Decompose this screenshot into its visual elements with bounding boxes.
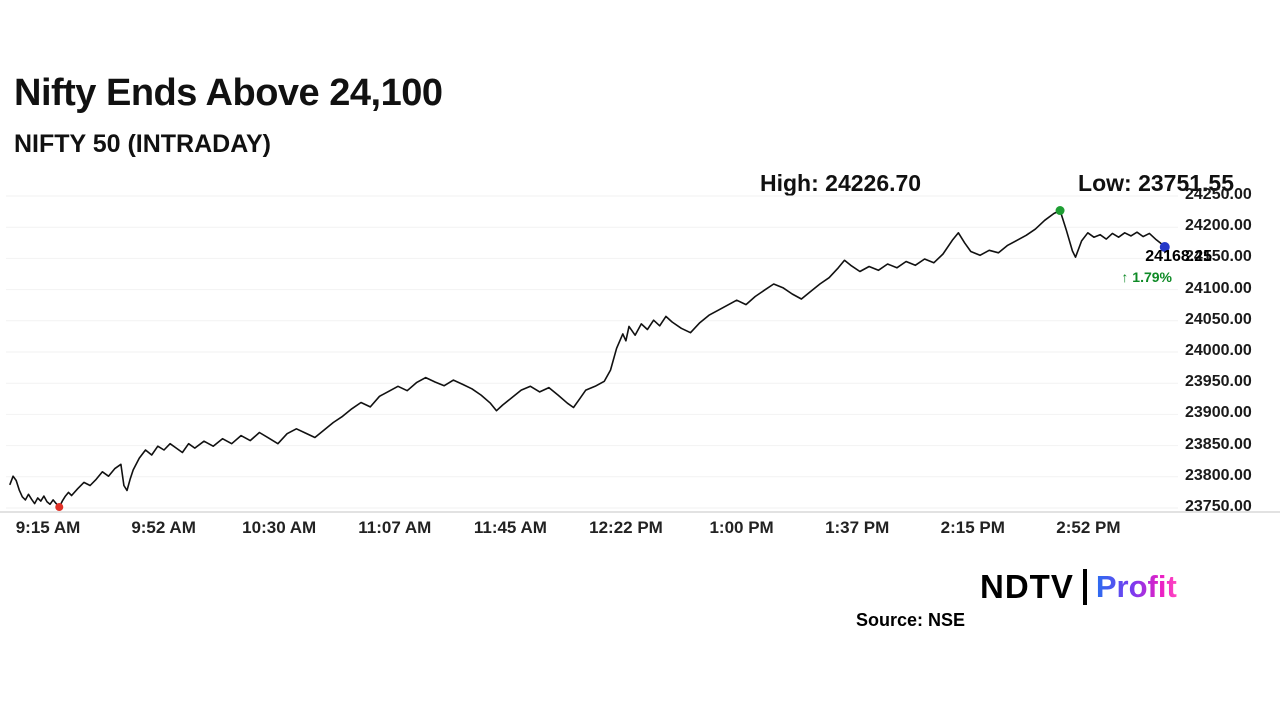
source-attribution: Source: NSE — [856, 610, 966, 630]
profit-wordmark: Profit — [1095, 569, 1177, 604]
price-line — [9, 209, 1166, 508]
logo-divider-bar — [1082, 569, 1087, 605]
x-axis-tick-label: 9:15 AM — [15, 518, 81, 537]
high-value-label: High: 24226.70 — [760, 170, 922, 196]
chart-subtitle: NIFTY 50 (INTRADAY) — [14, 130, 271, 158]
x-axis-tick-label: 11:45 AM — [473, 518, 547, 537]
y-axis-tick-label: 23950.00 — [1185, 373, 1252, 391]
x-axis-tick-label: 2:15 PM — [940, 518, 1005, 537]
ndtv-profit-logo: NDTV Profit — [980, 568, 1177, 606]
y-axis-tick-label: 23800.00 — [1185, 466, 1252, 484]
y-axis-tick-label: 24000.00 — [1185, 342, 1252, 359]
x-axis-tick-label: 11:07 AM — [358, 518, 432, 537]
last-marker — [1159, 242, 1170, 253]
high-marker — [1055, 206, 1065, 216]
last-price-label: 24168.25 — [1145, 248, 1212, 265]
low-marker — [55, 503, 64, 512]
y-axis-tick-label: 23750.00 — [1185, 498, 1252, 515]
y-axis-tick-label: 23900.00 — [1185, 404, 1252, 422]
y-axis-tick-label: 24050.00 — [1185, 310, 1252, 328]
high-low-row: High: 24226.70 Low: 23751.55 — [760, 170, 1234, 197]
x-axis-tick-label: 2:52 PM — [1056, 518, 1121, 537]
y-axis-tick-label: 24200.00 — [1185, 217, 1252, 235]
x-axis-tick-label: 10:30 AM — [242, 518, 317, 537]
low-value-label: Low: 23751.55 — [1078, 170, 1234, 196]
x-axis-tick-label: 9:52 AM — [131, 518, 196, 537]
y-axis-tick-label: 24150.00 — [1185, 248, 1252, 266]
ndtv-wordmark: NDTV — [980, 568, 1074, 605]
page-title: Nifty Ends Above 24,100 — [14, 72, 443, 114]
x-axis-tick-label: 1:37 PM — [825, 518, 890, 537]
change-percent-label: ↑ 1.79% — [1121, 269, 1172, 285]
y-axis-tick-label: 23850.00 — [1185, 435, 1252, 453]
x-axis-tick-label: 12:22 PM — [589, 518, 663, 537]
x-axis-tick-label: 1:00 PM — [709, 518, 774, 537]
y-axis-tick-label: 24250.00 — [1185, 186, 1252, 203]
y-axis-tick-label: 24100.00 — [1185, 279, 1252, 297]
